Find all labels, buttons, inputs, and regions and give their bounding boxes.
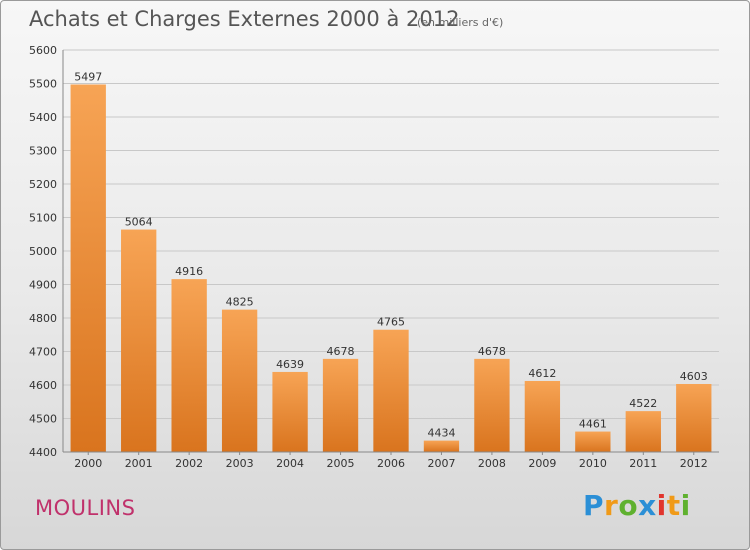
bar [373, 329, 409, 452]
bar [70, 84, 106, 452]
bar [474, 358, 510, 452]
y-tick-label: 5000 [29, 245, 57, 258]
bar-value-label: 4678 [478, 345, 506, 358]
y-tick-label: 4600 [29, 379, 57, 392]
bar [575, 431, 611, 452]
bar-value-label: 5064 [125, 216, 153, 229]
value-labels: 5497 5064 4916 4825 4639 4678 4765 4434 4678 4612… [74, 71, 708, 440]
x-tick-label: 2004 [276, 457, 304, 470]
bar-value-label: 4434 [427, 427, 455, 440]
bar [272, 371, 308, 452]
x-tick-label: 2012 [680, 457, 708, 470]
axes: 4400 4500 4600 4700 4800 4900 5000 5100 5200 5300… [29, 44, 719, 470]
bar-value-label: 4825 [226, 296, 254, 309]
y-tick-label: 4800 [29, 312, 57, 325]
logo-letter: i [656, 489, 667, 522]
commune-name: MOULINS [35, 496, 136, 520]
bars [70, 84, 712, 452]
y-tick-label: 5300 [29, 145, 57, 158]
chart-unit: (en milliers d'€) [417, 16, 504, 29]
proxiti-logo: Proxiti [583, 489, 691, 522]
x-tick-label: 2002 [175, 457, 203, 470]
bar-value-label: 5497 [74, 71, 102, 84]
bar-value-label: 4461 [579, 418, 607, 431]
y-tick-label: 5600 [29, 44, 57, 57]
y-tick-label: 4400 [29, 446, 57, 459]
logo-letter: P [583, 489, 605, 522]
x-tick-label: 2011 [629, 457, 657, 470]
bar-value-label: 4916 [175, 265, 203, 278]
y-tick-label: 5200 [29, 178, 57, 191]
x-tick-label: 2000 [74, 457, 102, 470]
y-tick-label: 4500 [29, 413, 57, 426]
chart-title: Achats et Charges Externes 2000 à 2012 [29, 7, 460, 31]
x-tick-label: 2007 [427, 457, 455, 470]
y-tick-label: 5500 [29, 78, 57, 91]
bar-value-label: 4612 [528, 367, 556, 380]
logo-letter: x [638, 489, 657, 522]
bar-value-label: 4639 [276, 358, 304, 371]
logo-letter: r [604, 489, 619, 522]
y-tick-label: 5100 [29, 212, 57, 225]
x-tick-label: 2010 [579, 457, 607, 470]
bar [171, 279, 207, 452]
bar [423, 440, 460, 452]
x-tick-label: 2008 [478, 457, 506, 470]
bar [221, 309, 258, 452]
logo-letter: o [618, 489, 639, 522]
x-tick-label: 2006 [377, 457, 405, 470]
bar [625, 411, 661, 452]
bar [121, 229, 157, 452]
x-tick-label: 2009 [528, 457, 556, 470]
bar-value-label: 4603 [680, 370, 708, 383]
y-tick-label: 5400 [29, 111, 57, 124]
logo-letter: i [680, 489, 691, 522]
bar [524, 380, 561, 452]
bar-value-label: 4765 [377, 316, 405, 329]
bar-value-label: 4522 [629, 397, 657, 410]
x-tick-label: 2005 [327, 457, 355, 470]
x-tick-label: 2003 [226, 457, 254, 470]
y-tick-label: 4900 [29, 279, 57, 292]
bar-value-label: 4678 [327, 345, 355, 358]
y-tick-label: 4700 [29, 346, 57, 359]
bar [676, 383, 712, 452]
logo-letter: t [666, 489, 681, 522]
x-tick-label: 2001 [125, 457, 153, 470]
bar [322, 358, 359, 452]
